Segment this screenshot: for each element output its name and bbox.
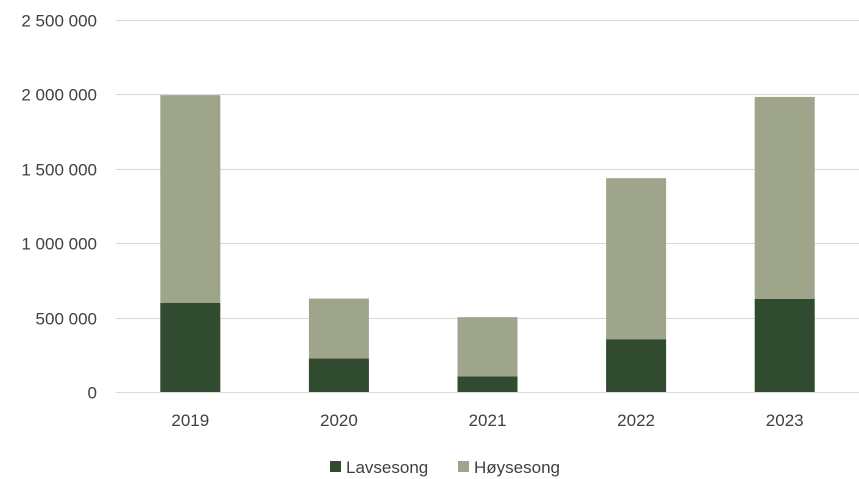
legend-hoysesong-swatch — [458, 461, 469, 472]
x-tick-label: 2019 — [171, 411, 209, 430]
y-tick-label: 1 000 000 — [21, 235, 97, 254]
bar-lavsesong-2020 — [308, 358, 369, 392]
x-axis-tick-labels: 2019 2020 2021 2022 2023 — [171, 411, 803, 430]
legend: Lavsesong Høysesong — [330, 458, 560, 477]
bar-lavsesong-2022 — [606, 339, 667, 392]
x-tick-label: 2023 — [766, 411, 804, 430]
y-tick-label: 2 500 000 — [21, 12, 97, 31]
bar-lavsesong-2021 — [457, 376, 518, 392]
bar-hoysesong-2021 — [457, 317, 518, 377]
y-tick-label: 0 — [88, 384, 97, 403]
x-tick-label: 2020 — [320, 411, 358, 430]
legend-hoysesong-label: Høysesong — [474, 458, 560, 477]
y-tick-label: 2 000 000 — [21, 86, 97, 105]
gridlines — [116, 20, 859, 393]
bar-lavsesong-2023 — [754, 299, 815, 392]
legend-lavsesong-swatch — [330, 461, 341, 472]
x-tick-label: 2022 — [617, 411, 655, 430]
legend-lavsesong-label: Lavsesong — [346, 458, 428, 477]
y-tick-label: 500 000 — [36, 310, 97, 329]
bar-hoysesong-2020 — [308, 298, 369, 359]
y-tick-label: 1 500 000 — [21, 161, 97, 180]
x-tick-label: 2021 — [469, 411, 507, 430]
bar-hoysesong-2023 — [754, 96, 815, 300]
bar-hoysesong-2019 — [160, 95, 221, 303]
bars — [160, 95, 815, 392]
y-axis-tick-labels: 0 500 000 1 000 000 1 500 000 2 000 000 2 500… — [21, 12, 97, 403]
bar-hoysesong-2022 — [606, 178, 667, 340]
bar-lavsesong-2019 — [160, 302, 221, 392]
